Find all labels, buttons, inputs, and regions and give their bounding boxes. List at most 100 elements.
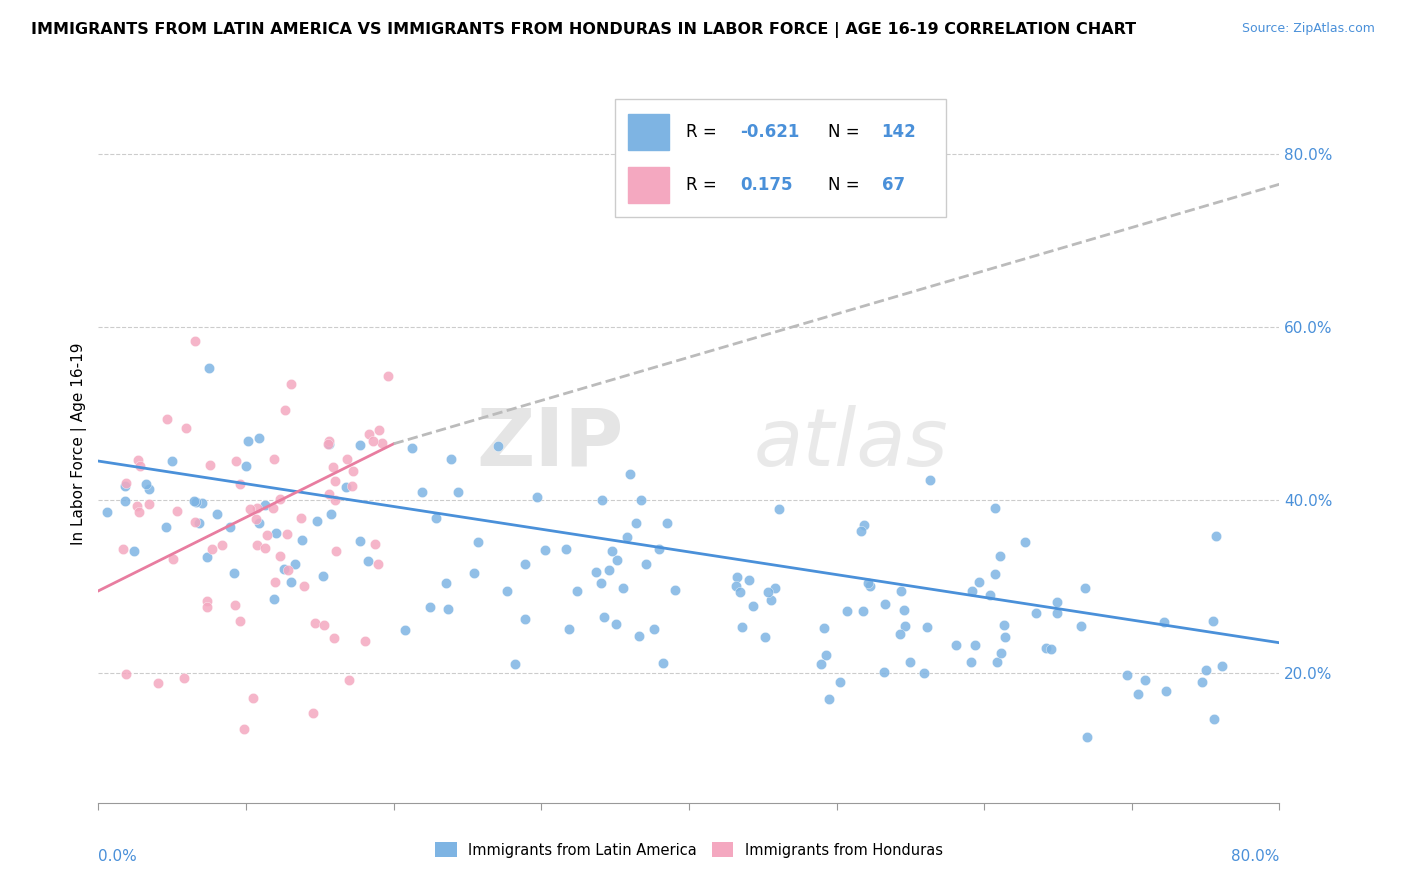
Text: R =: R = — [686, 176, 721, 194]
Point — [112, 542, 135, 557]
Point — [503, 657, 526, 672]
Point — [1201, 615, 1223, 629]
Point — [555, 542, 578, 557]
Point — [128, 505, 150, 519]
Point — [292, 579, 315, 593]
Point — [440, 452, 463, 467]
Point — [893, 602, 915, 616]
Text: -0.621: -0.621 — [740, 123, 799, 141]
Point — [245, 511, 267, 525]
Point — [852, 604, 875, 618]
Point — [269, 492, 291, 507]
Point — [363, 434, 385, 448]
Point — [912, 665, 935, 680]
Point — [591, 492, 613, 507]
Point — [585, 566, 607, 580]
Point — [619, 467, 641, 482]
Point — [1076, 730, 1098, 744]
Text: atlas: atlas — [754, 405, 949, 483]
Point — [558, 623, 581, 637]
Point — [447, 484, 470, 499]
Point — [127, 500, 149, 514]
Point — [1074, 582, 1097, 596]
Point — [291, 533, 314, 548]
Point — [605, 616, 627, 631]
Point — [235, 459, 257, 474]
Point — [1191, 674, 1213, 689]
Point — [115, 476, 138, 491]
Point — [364, 537, 387, 551]
Point — [1046, 595, 1069, 609]
Text: 0.175: 0.175 — [740, 176, 793, 194]
Point — [1040, 642, 1063, 657]
Point — [135, 477, 157, 491]
Point — [814, 648, 837, 662]
Point — [195, 600, 218, 615]
Point — [628, 629, 651, 643]
Point — [239, 501, 262, 516]
Text: N =: N = — [828, 123, 865, 141]
Point — [201, 541, 224, 556]
Point — [1046, 606, 1069, 620]
Point — [425, 510, 447, 524]
Point — [305, 514, 328, 528]
Point — [198, 361, 221, 376]
Point — [612, 581, 634, 595]
Point — [768, 501, 790, 516]
Text: Source: ZipAtlas.com: Source: ZipAtlas.com — [1241, 22, 1375, 36]
Point — [264, 574, 287, 589]
Point — [377, 368, 399, 383]
Point — [1205, 529, 1227, 543]
Point — [262, 500, 284, 515]
Point — [828, 674, 851, 689]
Point — [515, 558, 537, 572]
Point — [160, 454, 183, 468]
Point — [920, 473, 942, 487]
Point — [184, 495, 207, 509]
Point — [246, 500, 269, 515]
Text: 0.0%: 0.0% — [98, 849, 138, 864]
Point — [323, 474, 346, 488]
Point — [1070, 619, 1092, 633]
Point — [495, 583, 517, 598]
Point — [657, 516, 679, 530]
Point — [340, 479, 363, 493]
Point — [245, 538, 267, 552]
Point — [1211, 659, 1233, 673]
Point — [984, 501, 1007, 516]
Text: 142: 142 — [882, 123, 917, 141]
Point — [357, 554, 380, 568]
Bar — [628, 114, 669, 150]
Point — [467, 535, 489, 549]
Point — [242, 691, 264, 706]
Point — [624, 516, 647, 530]
Point — [138, 482, 160, 496]
Point — [254, 541, 277, 556]
Point — [754, 630, 776, 644]
Point — [228, 614, 250, 628]
Point — [664, 583, 686, 598]
Point — [318, 486, 340, 500]
Point — [979, 588, 1001, 602]
Point — [276, 527, 298, 541]
Text: IMMIGRANTS FROM LATIN AMERICA VS IMMIGRANTS FROM HONDURAS IN LABOR FORCE | AGE 1: IMMIGRANTS FROM LATIN AMERICA VS IMMIGRA… — [31, 22, 1136, 38]
Point — [183, 493, 205, 508]
Point — [195, 593, 218, 607]
Point — [969, 574, 991, 589]
Point — [1133, 673, 1156, 687]
Point — [731, 620, 754, 634]
Point — [1126, 687, 1149, 701]
Point — [207, 508, 229, 522]
Point — [401, 442, 423, 456]
Point — [357, 426, 380, 441]
Point — [756, 585, 779, 599]
Point — [188, 516, 211, 530]
Point — [264, 525, 287, 540]
Point — [318, 437, 340, 451]
Point — [873, 598, 896, 612]
Point — [321, 508, 343, 522]
Point — [323, 493, 346, 508]
Point — [96, 505, 118, 519]
Text: ZIP: ZIP — [477, 405, 624, 483]
Point — [195, 549, 218, 564]
